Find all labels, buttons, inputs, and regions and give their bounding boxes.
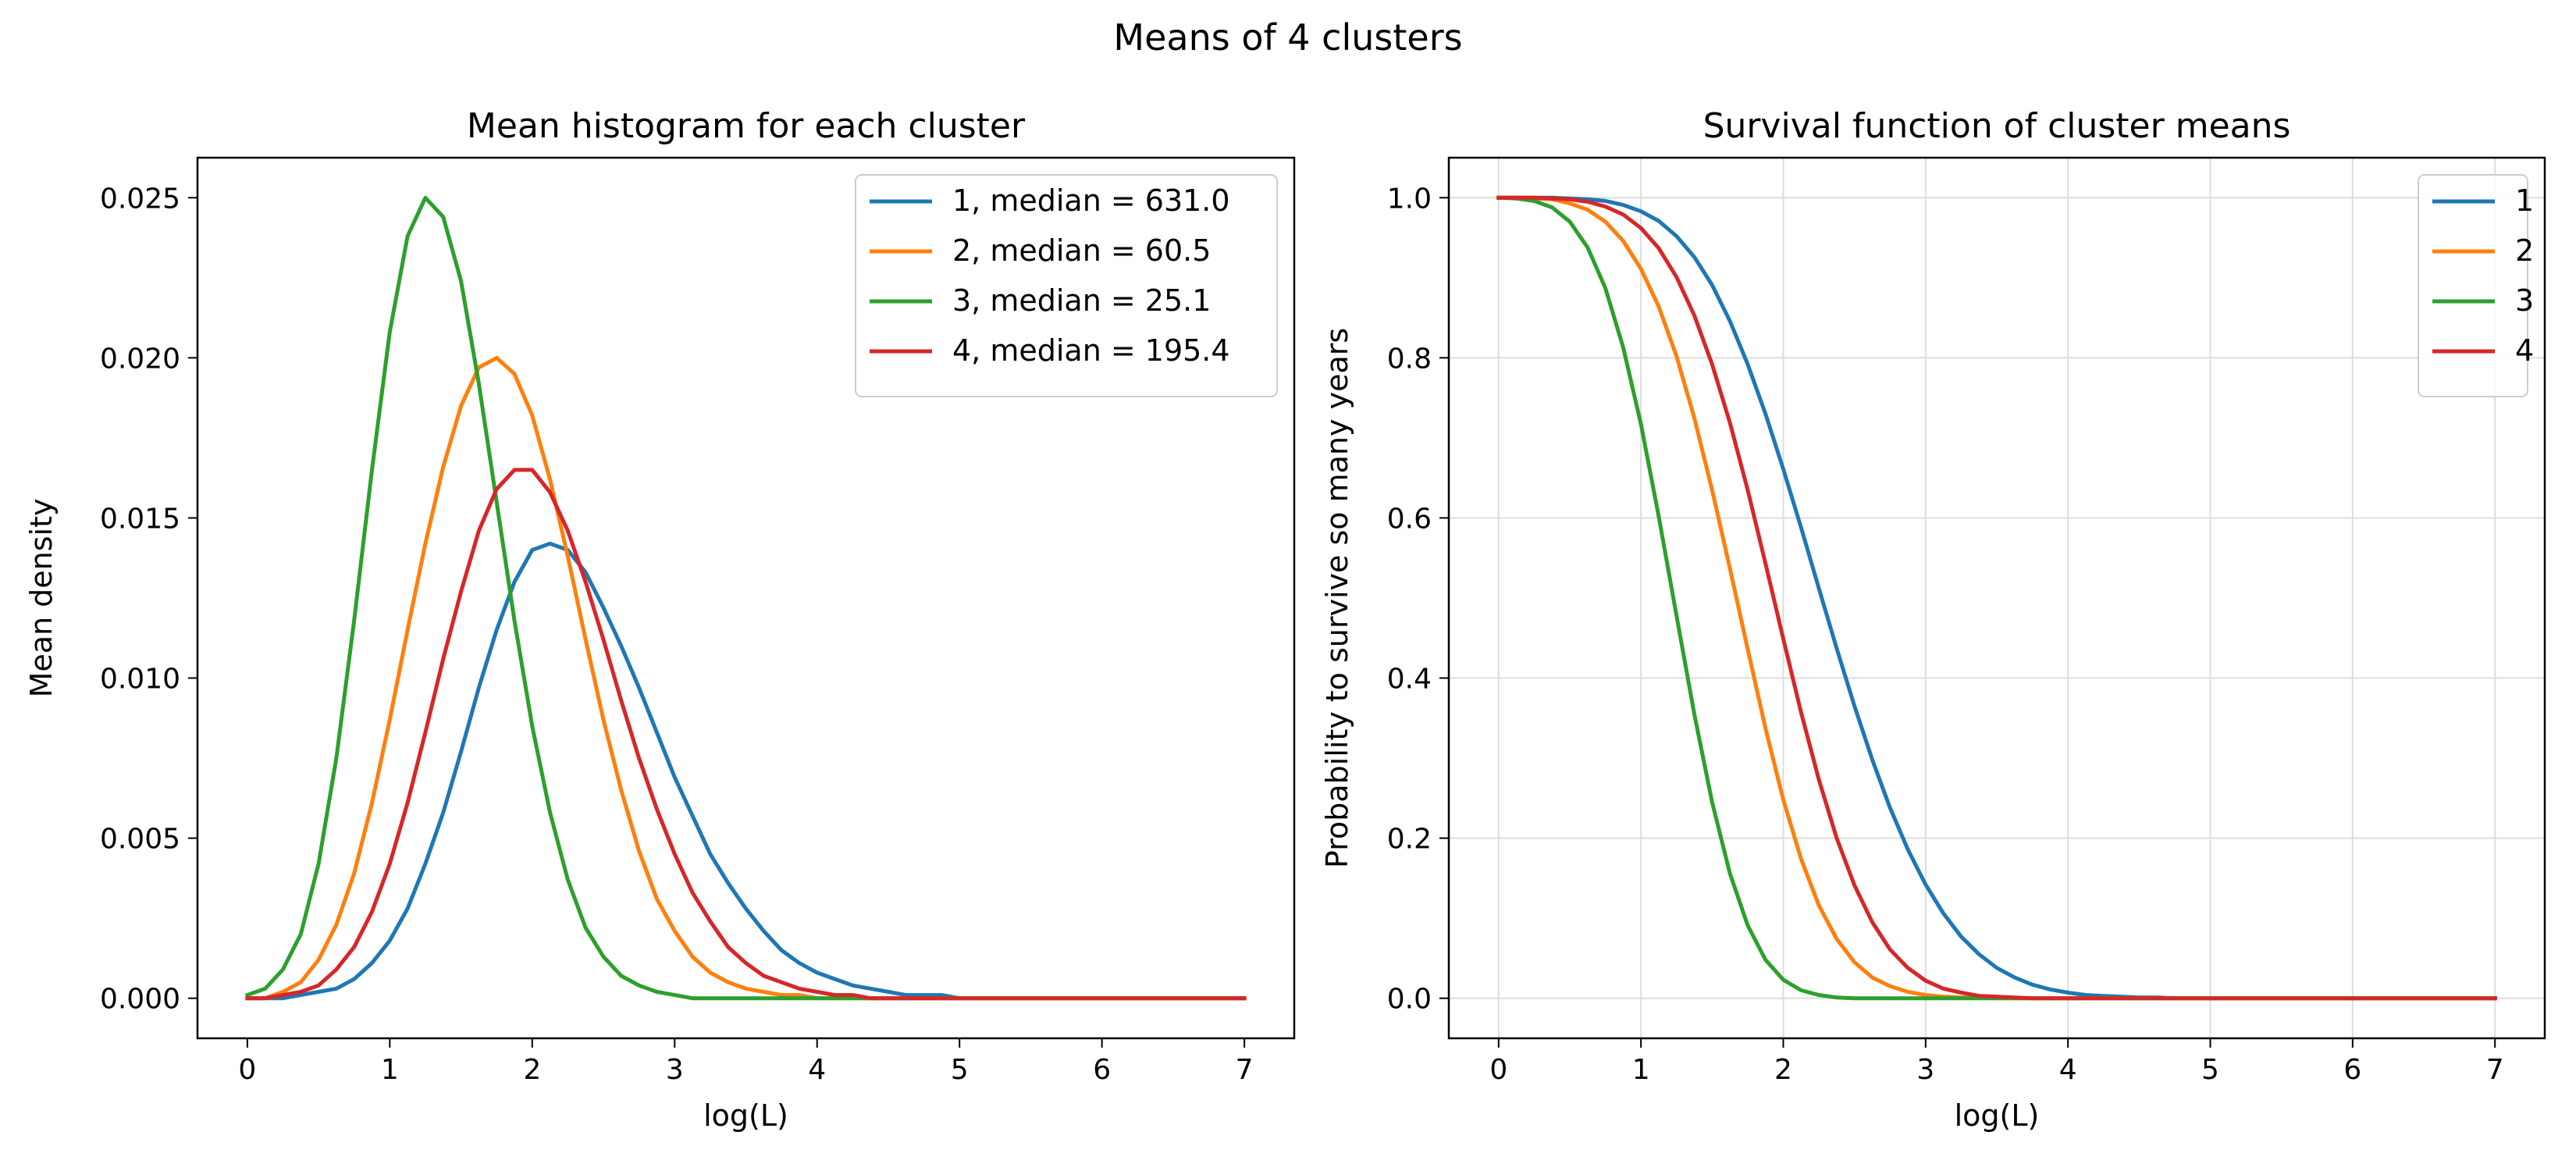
y-tick-label: 0.015 <box>100 503 180 535</box>
x-tick-label: 3 <box>666 1054 684 1086</box>
figure-title: Means of 4 clusters <box>1113 16 1462 59</box>
legend-label-2: 2, median = 60.5 <box>952 233 1211 268</box>
axes-title: Mean histogram for each cluster <box>467 106 1026 146</box>
y-tick-label: 0.4 <box>1387 664 1432 696</box>
legend-label-4: 4, median = 195.4 <box>952 333 1230 368</box>
y-axis-label: Probability to survive so many years <box>1320 328 1354 868</box>
x-tick-label: 1 <box>1632 1054 1650 1086</box>
y-tick-label: 1.0 <box>1387 183 1432 215</box>
x-tick-label: 5 <box>2201 1054 2219 1086</box>
x-tick-label: 3 <box>1916 1054 1934 1086</box>
y-tick-label: 0.0 <box>1387 984 1432 1016</box>
plot-frame <box>196 156 1296 1040</box>
x-tick-label: 0 <box>1489 1054 1507 1086</box>
y-tick-label: 0.2 <box>1387 824 1432 856</box>
plot-frame <box>1447 156 2546 1040</box>
series-line-4 <box>1496 195 2497 1001</box>
legend-label-3: 3 <box>2515 283 2534 318</box>
legend-label-4: 4 <box>2515 333 2534 368</box>
x-tick-label: 2 <box>1774 1054 1792 1086</box>
legend-box <box>855 174 1278 397</box>
y-axis-label: Mean density <box>24 499 59 698</box>
y-tick-label: 0.025 <box>100 183 180 215</box>
x-tick-label: 0 <box>238 1054 256 1086</box>
legend-label-3: 3, median = 25.1 <box>952 283 1211 318</box>
y-tick-label: 0.8 <box>1387 343 1432 375</box>
series-line-4 <box>245 468 1247 1001</box>
legend-label-2: 2 <box>2515 233 2534 268</box>
x-tick-label: 4 <box>2059 1054 2077 1086</box>
x-tick-label: 6 <box>2343 1054 2361 1086</box>
axes-title: Survival function of cluster means <box>1703 106 2291 146</box>
y-tick-label: 0.6 <box>1387 503 1432 535</box>
y-tick-label: 0.010 <box>100 664 180 696</box>
y-tick-label: 0.000 <box>100 984 180 1016</box>
x-tick-label: 4 <box>808 1054 826 1086</box>
y-tick-label: 0.005 <box>100 824 180 856</box>
x-tick-label: 5 <box>951 1054 969 1086</box>
x-axis-label: log(L) <box>1955 1098 2040 1133</box>
legend-label-1: 1, median = 631.0 <box>952 183 1230 218</box>
x-tick-label: 7 <box>1236 1054 1254 1086</box>
legend-label-1: 1 <box>2515 183 2534 218</box>
x-axis-label: log(L) <box>703 1098 788 1133</box>
survival-panel: 0 1 2 3 4 5 6 7 0.0 0.2 0.4 0.6 0.8 1.0 Survival funct… <box>1320 106 2546 1133</box>
x-tick-label: 7 <box>2486 1054 2504 1086</box>
y-tick-label: 0.020 <box>100 343 180 375</box>
x-tick-label: 1 <box>381 1054 399 1086</box>
x-tick-label: 2 <box>523 1054 541 1086</box>
density-panel: 0 1 2 3 4 5 6 7 0.000 0.005 0.010 0.015 0.020 0.025 Me… <box>24 106 1296 1133</box>
legend-box <box>2418 174 2528 397</box>
x-tick-label: 6 <box>1093 1054 1111 1086</box>
